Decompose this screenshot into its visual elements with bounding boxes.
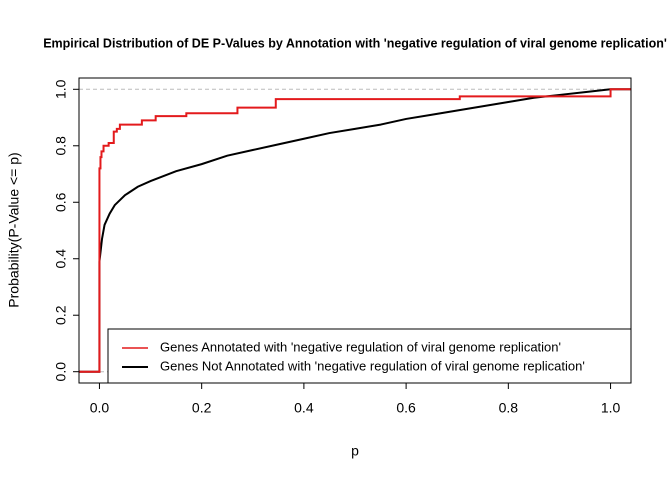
y-tick-label: 0.4 — [53, 249, 69, 269]
x-tick-label: 0.0 — [90, 400, 110, 416]
y-axis-label: Probability(P-Value <= p) — [6, 152, 22, 307]
x-tick-label: 1.0 — [601, 400, 621, 416]
series-line — [79, 88, 631, 373]
x-tick-label: 0.6 — [396, 400, 416, 416]
legend-label: Genes Annotated with 'negative regulatio… — [160, 339, 561, 354]
y-tick-label: 1.0 — [53, 79, 69, 99]
y-tick-label: 0.6 — [53, 192, 69, 212]
legend-label: Genes Not Annotated with 'negative regul… — [160, 358, 585, 373]
x-tick-label: 0.2 — [192, 400, 212, 416]
y-tick-label: 0.0 — [53, 362, 69, 382]
y-tick-label: 0.2 — [53, 305, 69, 325]
x-tick-label: 0.4 — [294, 400, 314, 416]
x-axis-label: p — [351, 443, 359, 459]
legend-box — [107, 328, 632, 384]
series-line — [79, 88, 631, 373]
x-tick-label: 0.8 — [499, 400, 519, 416]
chart-title: Empirical Distribution of DE P-Values by… — [43, 36, 667, 50]
y-tick-label: 0.8 — [53, 136, 69, 156]
